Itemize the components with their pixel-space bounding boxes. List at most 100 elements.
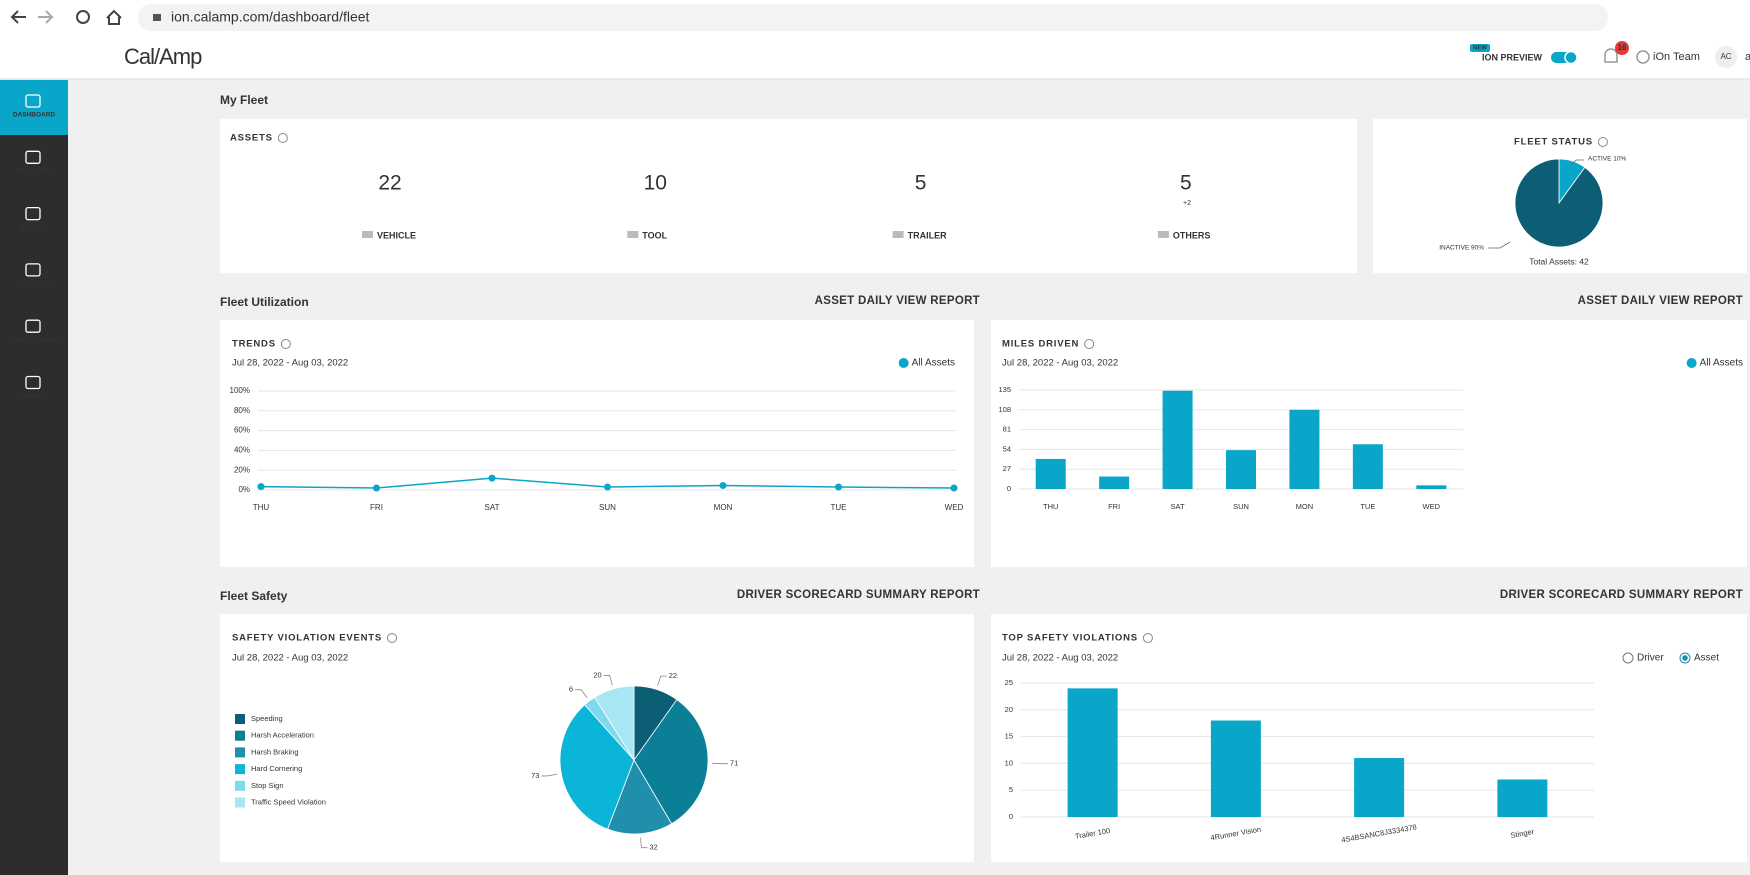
card-title: SAFETY VIOLATION EVENTS [232, 633, 382, 644]
x-tick-label: TUE [831, 503, 847, 512]
sidebar-icon [25, 319, 41, 333]
radio-button[interactable] [1622, 652, 1634, 664]
asset-icon [1157, 231, 1169, 238]
report-link[interactable]: ASSET DAILY VIEW REPORT [1578, 295, 1743, 307]
report-link[interactable]: DRIVER SCORECARD SUMMARY REPORT [1500, 589, 1743, 601]
legend-label: All Assets [912, 358, 955, 369]
legend-label: Traffic Speed Violation [251, 797, 326, 806]
pie-label: 32 [649, 843, 657, 852]
line-point [950, 484, 958, 492]
date-range: Jul 28, 2022 - Aug 03, 2022 [232, 653, 348, 664]
x-tick-label: WED [1423, 502, 1441, 511]
pie-label: 22 [669, 671, 677, 680]
y-tick-label: 135 [998, 385, 1011, 394]
asset-icon [627, 231, 639, 238]
back-button[interactable] [10, 10, 26, 24]
info-icon [280, 339, 291, 349]
radio-label[interactable]: Asset [1694, 653, 1719, 664]
bar [1354, 758, 1405, 817]
pie-label: 20 [593, 670, 601, 679]
section-title: My Fleet [220, 93, 268, 107]
forward-button[interactable] [38, 10, 54, 24]
report-link[interactable]: DRIVER SCORECARD SUMMARY REPORT [737, 589, 980, 601]
legend-label: Stop Sign [251, 781, 284, 790]
y-tick-label: 27 [1003, 464, 1011, 473]
toggle-knob [1564, 50, 1578, 65]
x-tick-label: WED [945, 503, 964, 512]
pie-label: INACTIVE 90% [1439, 245, 1484, 252]
address-box [138, 4, 1608, 31]
radio-label[interactable]: Driver [1637, 653, 1664, 664]
bar [1067, 688, 1118, 817]
y-tick-label: 81 [1003, 425, 1011, 434]
report-link[interactable]: ASSET DAILY VIEW REPORT [815, 295, 980, 307]
card [220, 320, 974, 567]
legend-label: Harsh Braking [251, 747, 299, 756]
url[interactable]: ion.calamp.com/dashboard/fleet [171, 9, 370, 25]
leader-line [657, 675, 667, 686]
x-tick-label: THU [1043, 502, 1058, 511]
legend-swatch [235, 747, 245, 758]
asset-count: 10 [644, 172, 667, 195]
home-button[interactable] [106, 9, 122, 25]
x-tick-label: Stinger [1510, 827, 1535, 840]
x-tick-label: FRI [1108, 502, 1120, 511]
pie-label: 6 [569, 685, 573, 694]
card-title: TRENDS [232, 339, 276, 350]
legend-label: Hard Cornering [251, 764, 302, 773]
line-point [257, 483, 265, 491]
leader-line [1569, 159, 1584, 167]
y-tick-label: 15 [1005, 732, 1013, 741]
legend-swatch [235, 714, 245, 724]
leader-line [541, 773, 558, 777]
bar [1099, 476, 1130, 489]
team-name[interactable]: iOn Team [1653, 51, 1700, 63]
y-tick-label: 40% [234, 446, 250, 455]
section-title: Fleet Utilization [220, 295, 309, 309]
lock-icon [153, 14, 161, 21]
x-tick-label: SUN [1233, 502, 1249, 511]
legend-label: Speeding [251, 714, 283, 723]
bar [1416, 485, 1447, 489]
info-icon [277, 133, 288, 143]
reload-button[interactable] [76, 10, 90, 24]
y-tick-label: 0 [1007, 484, 1011, 493]
new-badge: NEW [1473, 46, 1487, 52]
logo: Cal/Amp [124, 44, 202, 69]
legend-swatch [235, 764, 245, 775]
legend-label: Harsh Acceleration [251, 731, 314, 740]
card-title: FLEET STATUS [1514, 137, 1593, 148]
sidebar-item[interactable]: ADMIN [23, 393, 45, 400]
sidebar-item[interactable]: MAINTENANCE [10, 337, 59, 344]
line-point [719, 482, 727, 490]
sidebar-item[interactable]: DASHBOARD [13, 112, 56, 119]
info-icon [1142, 633, 1153, 643]
line-point [488, 474, 496, 482]
sidebar-item[interactable]: EVENTS [21, 224, 48, 231]
legend-marker [1686, 358, 1697, 368]
card-title: MILES DRIVEN [1002, 339, 1079, 350]
legend-swatch [235, 780, 245, 791]
sidebar-item[interactable]: TRACKING [17, 168, 51, 175]
date-range: Jul 28, 2022 - Aug 03, 2022 [1002, 358, 1118, 369]
leader-line [603, 675, 613, 686]
pie-slice [1514, 158, 1604, 248]
info-icon [1084, 339, 1095, 349]
x-tick-label: SUN [599, 503, 616, 512]
sidebar-item[interactable]: REPORTS [18, 281, 50, 288]
bar [1226, 450, 1256, 489]
team-icon [1636, 50, 1650, 64]
line-point [835, 483, 842, 491]
line-point [604, 483, 611, 491]
bar [1289, 409, 1320, 489]
avatar[interactable]: AC [1720, 52, 1731, 61]
x-tick-label: MON [1296, 502, 1314, 511]
bar [1352, 444, 1383, 489]
sidebar-icon [25, 263, 41, 277]
asset-icon [362, 231, 373, 238]
bell-icon[interactable] [1604, 48, 1618, 63]
bar [1162, 390, 1193, 489]
x-tick-label: THU [253, 503, 270, 512]
asset-count: 5 [915, 172, 927, 195]
